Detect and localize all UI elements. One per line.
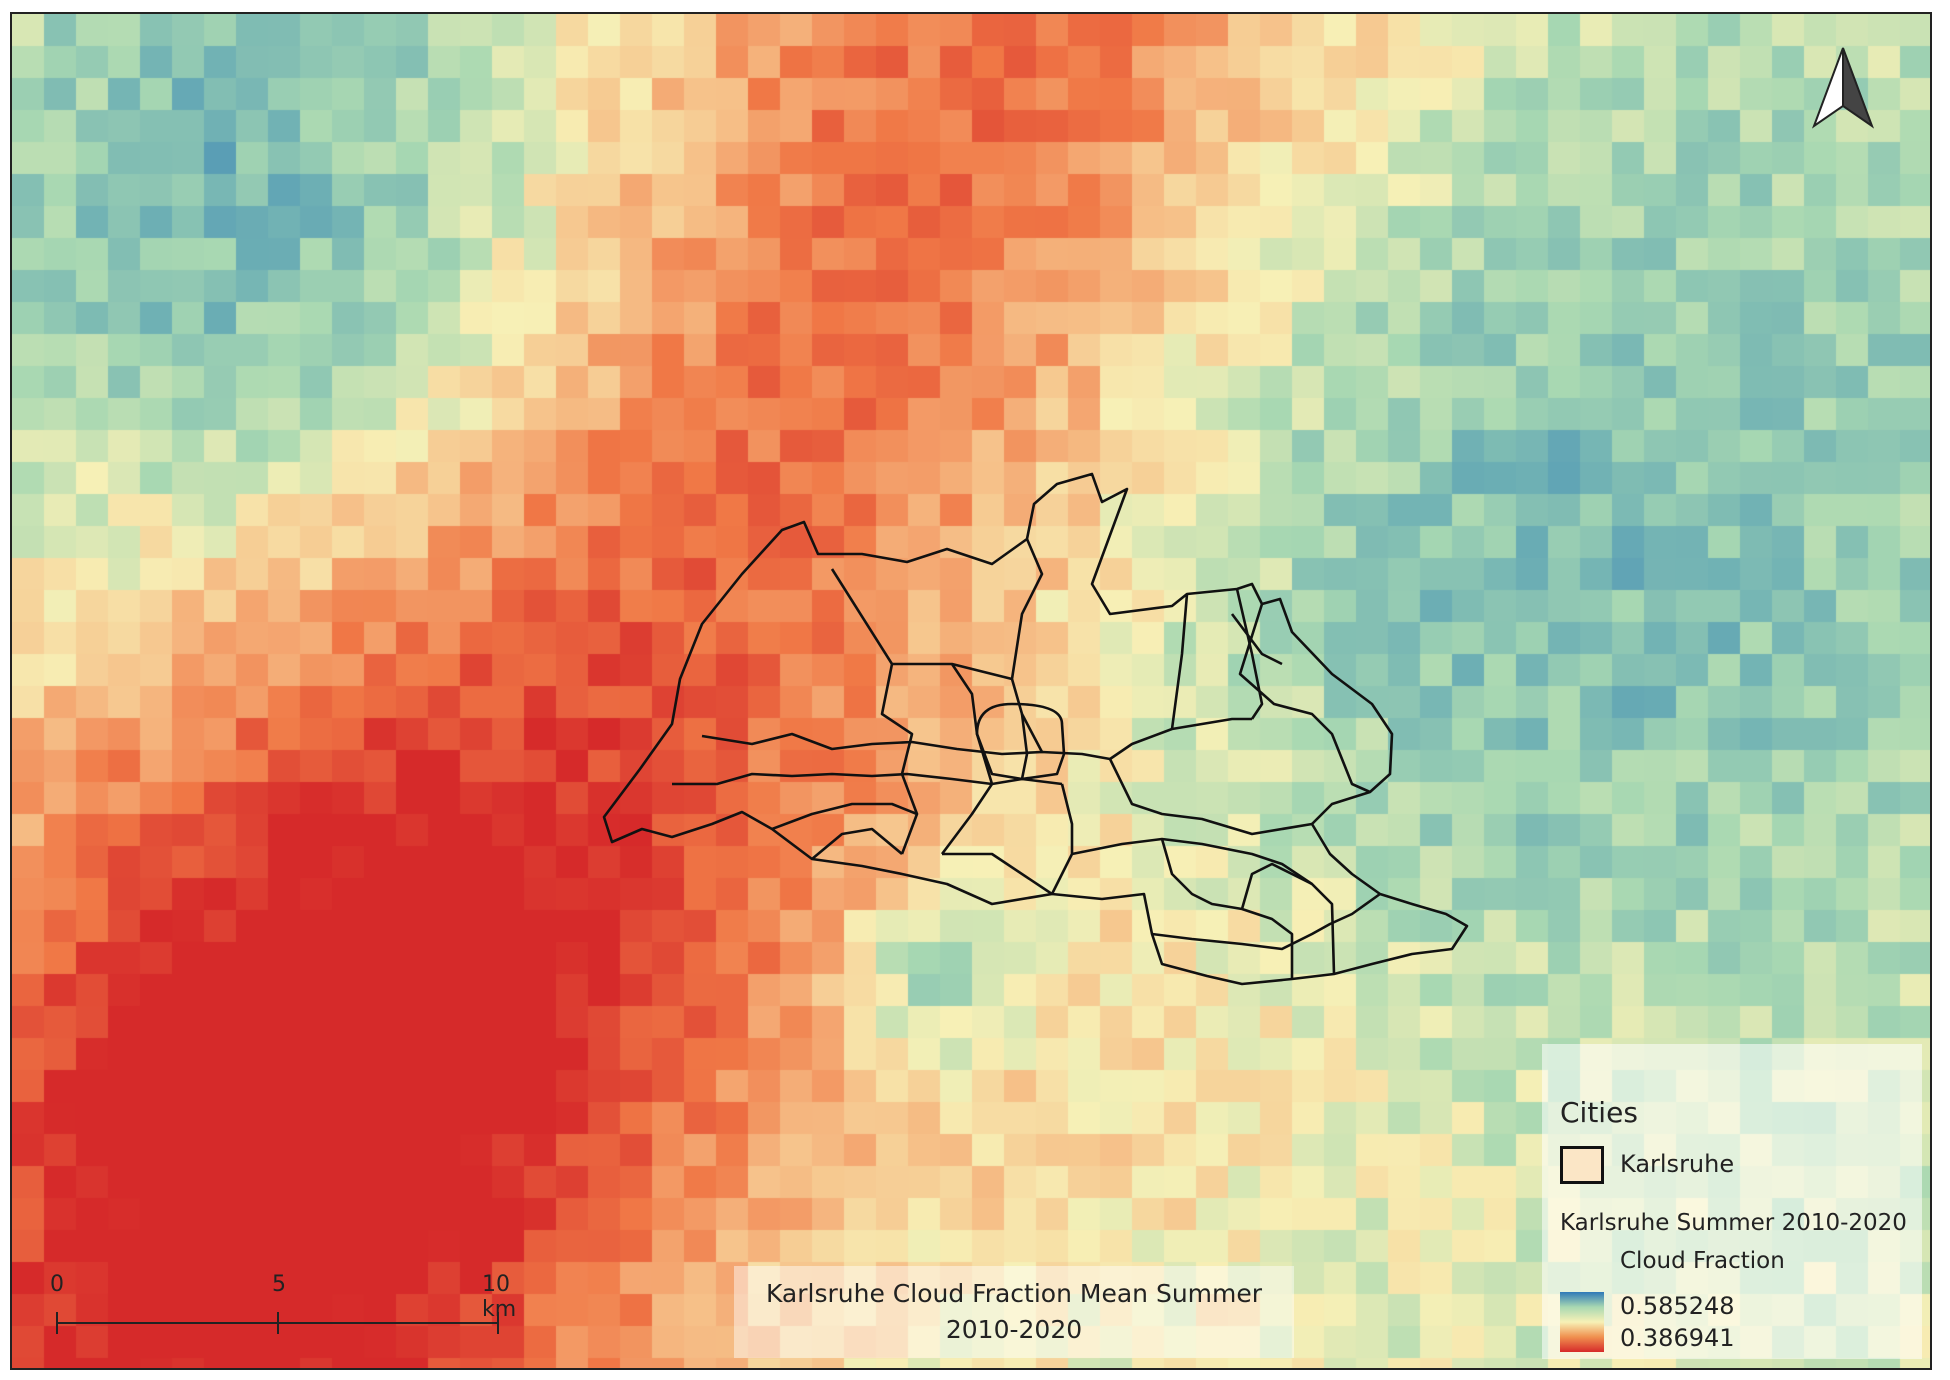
district-line-10: [1108, 758, 1313, 836]
map-title-line-1: Karlsruhe Cloud Fraction Mean Summer: [765, 1279, 1263, 1308]
district-line-14: [1151, 892, 1381, 951]
district-line-8: [1235, 588, 1264, 720]
district-line-15: [1240, 862, 1313, 910]
district-line-13: [1160, 838, 1294, 979]
district-line-4: [880, 663, 919, 855]
scale-tick-10: [497, 1312, 499, 1334]
district-line-17: [811, 827, 903, 860]
legend-group-title: Cities: [1560, 1096, 1638, 1129]
district-line-3: [672, 772, 1063, 786]
north-arrow-icon: [1811, 47, 1875, 129]
legend-min-value: 0.386941: [1620, 1324, 1735, 1352]
legend-layer-title: Karlsruhe Summer 2010-2020: [1560, 1210, 1907, 1236]
district-line-12: [1071, 837, 1336, 975]
district-line-2: [701, 717, 1252, 761]
district-line-1: [830, 568, 1013, 681]
district-line-11: [1050, 783, 1074, 895]
map-frame[interactable]: Cities Karlsruhe Karlsruhe Summer 2010-2…: [10, 12, 1932, 1370]
district-line-20: [1020, 713, 1029, 780]
district-line-5: [940, 663, 994, 855]
scale-label-5: 5: [272, 1272, 286, 1297]
city-district-boundaries: [602, 472, 1469, 986]
district-line-7: [1170, 593, 1189, 730]
legend-city-swatch: [1560, 1146, 1604, 1184]
district-line-9: [1238, 603, 1371, 794]
district-line-19: [975, 702, 1066, 781]
district-line-6: [1010, 538, 1044, 753]
map-title-line-2: 2010-2020: [945, 1315, 1083, 1344]
district-line-18: [942, 852, 1053, 896]
legend-layer-subtitle: Cloud Fraction: [1620, 1248, 1785, 1274]
district-line-21: [1230, 613, 1283, 666]
legend-color-ramp: [1560, 1292, 1604, 1352]
legend-city-label: Karlsruhe: [1620, 1150, 1735, 1178]
scale-label-0: 0: [50, 1272, 64, 1297]
karlsruhe-outline: [602, 472, 1469, 986]
legend-max-value: 0.585248: [1620, 1292, 1735, 1320]
map-legend: Cities Karlsruhe Karlsruhe Summer 2010-2…: [1542, 1044, 1922, 1359]
map-title: Karlsruhe Cloud Fraction Mean Summer 201…: [734, 1266, 1294, 1358]
scale-bar: 0 5 10 km: [42, 1272, 522, 1352]
scale-label-10: 10 km: [482, 1272, 517, 1322]
scale-tick-5: [277, 1312, 279, 1334]
district-line-16: [771, 802, 918, 831]
scale-tick-0: [56, 1312, 58, 1334]
